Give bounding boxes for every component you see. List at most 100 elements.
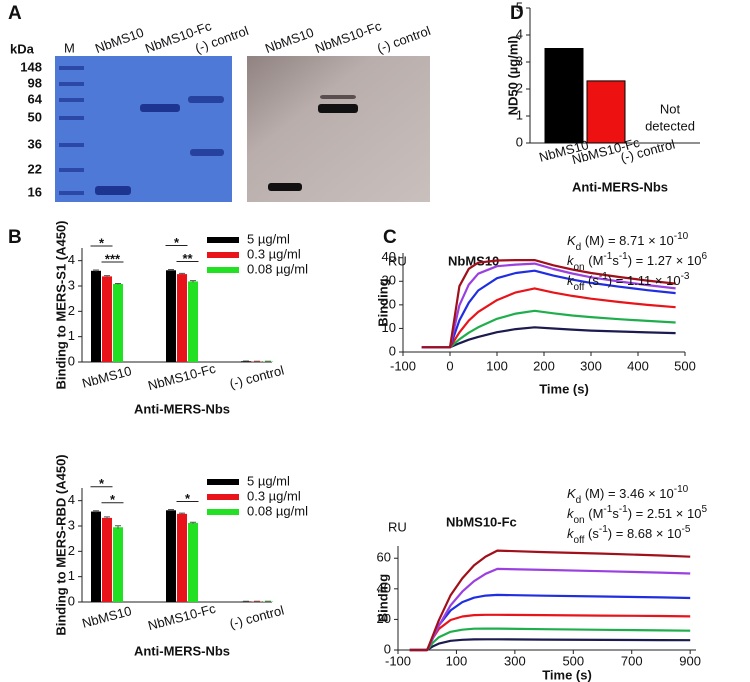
kinetic-text: ) = 1.27 × 10 [628, 253, 702, 268]
y-tick-label: 2 [68, 303, 75, 318]
x-axis-title: Anti-MERS-Nbs [134, 643, 230, 658]
kinetic-text: ) = 1.11 × 10 [608, 273, 681, 288]
x-tick-label: 400 [627, 358, 649, 373]
annotation: detected [645, 118, 695, 133]
y-tick-label: 10 [382, 320, 396, 335]
error-bar [179, 272, 185, 275]
legend-label: 0.08 µg/ml [247, 261, 308, 276]
bar [586, 80, 626, 144]
protein-band [140, 104, 180, 112]
x-tick-label: 300 [580, 358, 602, 373]
x-axis-title: Anti-MERS-Nbs [572, 179, 668, 194]
bar [91, 511, 101, 602]
protein-band [188, 96, 224, 103]
significance-label: *** [105, 251, 121, 266]
error-bar [115, 525, 121, 529]
lane-label: NbMS10 [263, 25, 316, 56]
marker-band [59, 191, 84, 195]
marker-band [59, 98, 84, 102]
kinetic-text: -3 [681, 271, 690, 282]
kinetic-text: 5 [701, 504, 707, 515]
panel-label: C [383, 227, 397, 248]
bar [241, 601, 251, 602]
x-tick-label: 900 [679, 653, 701, 668]
kinetic-text: 6 [701, 251, 707, 262]
x-tick-label: NbMS10 [80, 363, 133, 391]
y-tick-label: 30 [382, 273, 396, 288]
significance-label: * [99, 235, 105, 250]
bar [188, 281, 198, 362]
protein-band [268, 183, 302, 191]
legend-label: 0.08 µg/ml [247, 503, 308, 518]
kinetic-text: s [612, 506, 619, 521]
bar [177, 274, 187, 362]
gel-coomassie [55, 56, 232, 202]
y-tick-label: 1 [68, 568, 75, 583]
marker-size: 98 [28, 75, 42, 90]
x-tick-label: 700 [621, 653, 643, 668]
chart-title: NbMS10 [448, 253, 499, 268]
x-tick-label: NbMS10-Fc [146, 601, 217, 634]
error-bar [168, 509, 174, 512]
bar [544, 48, 584, 144]
kinetic-text: (s [584, 526, 599, 541]
y-tick-label: 0 [68, 593, 75, 608]
kinetic-constant: koff (s-1) = 1.11 × 10-3 [567, 271, 690, 293]
gel-western [247, 56, 430, 202]
lane-label: NbMS10 [93, 25, 146, 56]
error-bar [93, 269, 99, 272]
error-bar [115, 282, 121, 285]
kinetic-constant: koff (s-1) = 8.68 × 10-5 [567, 524, 691, 546]
kinetic-text: (M [585, 506, 604, 521]
y-tick-label: 40 [377, 580, 391, 595]
kinetic-text: k [567, 526, 575, 541]
y-tick-label: 3 [68, 517, 75, 532]
error-bar [265, 360, 271, 362]
x-tick-label: 100 [486, 358, 508, 373]
y-tick-label: 5 [516, 0, 523, 14]
y-tick-label: 4 [68, 252, 75, 267]
x-tick-label: (-) control [228, 603, 286, 632]
legend-label: 0.3 µg/ml [247, 488, 301, 503]
bar [102, 517, 112, 602]
error-bar [104, 275, 110, 278]
kinetic-text: (s [584, 273, 599, 288]
x-tick-label: 200 [533, 358, 555, 373]
lane-label: NbMS10-Fc [313, 18, 384, 56]
marker-band [59, 116, 84, 120]
protein-band [320, 95, 356, 99]
y-tick-label: 1 [516, 107, 523, 122]
y-tick-label: 40 [382, 249, 396, 264]
y-tick-label: 0 [384, 641, 391, 656]
x-axis-title: Time (s) [542, 667, 592, 682]
kinetic-text: s [612, 253, 619, 268]
panel-label: B [8, 227, 22, 248]
unit-label: RU [388, 519, 407, 534]
y-tick-label: 2 [68, 543, 75, 558]
y-tick-label: 20 [382, 296, 396, 311]
kinetic-text: d [576, 495, 582, 506]
legend-label: 5 µg/ml [247, 473, 290, 488]
significance-label: * [174, 235, 180, 250]
kinetic-text: ) = 2.51 × 10 [628, 506, 702, 521]
y-axis-title: Binding to MERS-S1 (A450) [53, 220, 68, 389]
x-tick-label: -100 [385, 653, 411, 668]
legend-label: 0.3 µg/ml [247, 246, 301, 261]
marker-size: 50 [28, 109, 42, 124]
kinetic-text: off [574, 535, 585, 546]
kinetic-text: (M [585, 253, 604, 268]
error-bar [243, 360, 249, 362]
bar [263, 601, 273, 602]
protein-band [190, 149, 224, 156]
bar [252, 601, 262, 602]
kinetic-text: -1 [603, 251, 612, 262]
x-axis-title: Time (s) [539, 381, 589, 396]
kinetic-text: k [567, 506, 575, 521]
kinetic-text: -5 [682, 524, 691, 535]
kinetic-text: -1 [599, 271, 608, 282]
y-tick-label: 4 [516, 26, 523, 41]
x-tick-label: NbMS10-Fc [146, 361, 217, 394]
gel-unit: kDa [10, 41, 35, 56]
kinetic-text: -1 [599, 524, 608, 535]
panel-label: D [510, 3, 524, 24]
